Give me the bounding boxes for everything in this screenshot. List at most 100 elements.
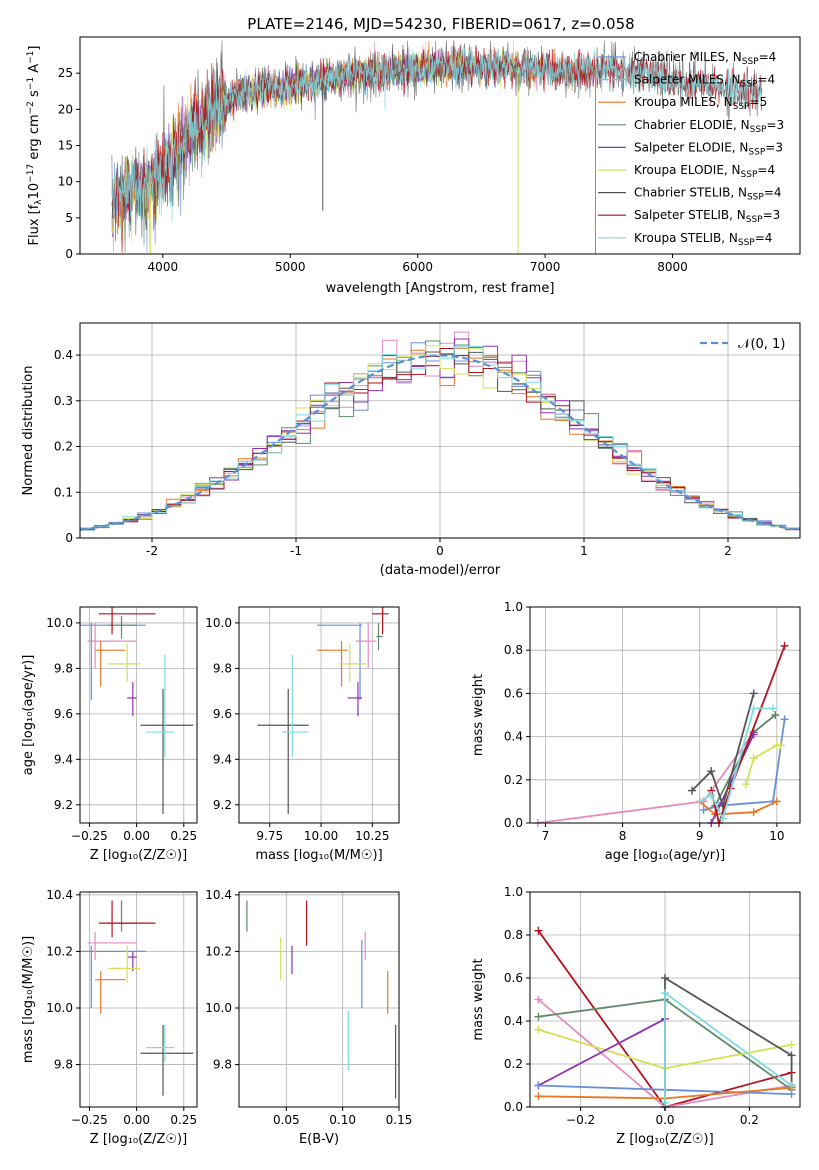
y-axis-label-part: −1 xyxy=(26,51,36,64)
y-axis-label-part: A xyxy=(27,64,42,77)
y-axis-label-part: ] xyxy=(27,46,42,51)
x-tick-label: −0.25 xyxy=(71,1113,108,1127)
line-kroupa_miles xyxy=(699,800,778,816)
y-tick-label: 0.0 xyxy=(504,1100,523,1114)
y-tick-label: 9.4 xyxy=(54,752,73,766)
line-salpeter_elodie xyxy=(537,1018,666,1087)
normal-curve xyxy=(79,354,801,532)
y-axis-label: mass weight xyxy=(471,958,486,1040)
y-axis-label-part: −2 xyxy=(26,101,36,114)
mass-vs-ebv-panel: 0.05 0.10 0.15 9.8 10.0 10.2 10.4 E(B-V) xyxy=(205,888,412,1147)
y-tick-label: 0.8 xyxy=(504,643,523,657)
y-tick-label: 10.4 xyxy=(46,888,73,902)
x-tick-label: −0.2 xyxy=(566,1113,595,1127)
legend-label-tail: =4 xyxy=(764,186,782,200)
x-axis-label: age [log₁₀(age/yr)] xyxy=(605,848,726,863)
legend-label-text: Salpeter ELODIE, N xyxy=(634,140,748,154)
legend-label-text: Kroupa STELIB, N xyxy=(634,231,738,245)
legend-label-text: Kroupa MILES, N xyxy=(634,95,733,109)
y-axis-label-part: λ xyxy=(34,199,44,205)
legend-label-text: Salpeter STELIB, N xyxy=(634,208,746,222)
y-tick-label: 0 xyxy=(65,531,73,545)
x-axis-label: Z [log₁₀(Z/Z☉)] xyxy=(616,1132,713,1147)
y-tick-label: 10.0 xyxy=(205,1001,232,1015)
y-tick-label: 20 xyxy=(58,102,73,116)
y-tick-label: 25 xyxy=(58,66,73,80)
x-tick-label: 0.00 xyxy=(123,1113,150,1127)
x-tick-label: 10 xyxy=(769,829,784,843)
y-tick-label: 0.4 xyxy=(54,348,73,362)
legend-label-tail: =4 xyxy=(757,73,775,87)
legend-label-tail: =5 xyxy=(750,95,768,109)
legend-label: Chabrier STELIB, NSSP=4 xyxy=(634,186,782,203)
legend-label: Kroupa STELIB, NSSP=4 xyxy=(634,231,772,248)
legend-label: Chabrier ELODIE, NSSP=3 xyxy=(634,118,784,135)
legend-label-sub: SSP xyxy=(750,125,767,135)
x-tick-label: 10.00 xyxy=(304,829,338,843)
y-axis-label-part: Flux [f xyxy=(27,204,42,245)
line-chabrier_miles xyxy=(703,719,786,811)
y-tick-label: 0.6 xyxy=(504,686,523,700)
x-tick-label: -1 xyxy=(290,544,302,558)
x-axis-label: Z [log₁₀(Z/Z☉)] xyxy=(90,848,187,863)
x-tick-label: 0.25 xyxy=(170,1113,197,1127)
age-vs-metallicity-marks xyxy=(80,607,194,814)
legend-label: 𝒩(0, 1) xyxy=(738,337,785,352)
x-tick-label: 1 xyxy=(580,544,588,558)
spectrum-panel: 4000 5000 6000 7000 8000 0 5 10 15 20 25 wavelength… xyxy=(26,36,801,296)
mass-vs-metallicity-panel: −0.25 0.00 0.25 9.8 10.0 10.2 10.4 Z [log₁₀(Z/Z… xyxy=(21,888,198,1147)
x-tick-label: 0 xyxy=(436,544,444,558)
y-tick-label: 15 xyxy=(58,139,73,153)
y-tick-label: 0.1 xyxy=(54,485,73,499)
y-tick-label: 9.2 xyxy=(54,798,73,812)
y-tick-label: 10.4 xyxy=(205,888,232,902)
x-tick-label: 0.25 xyxy=(170,829,197,843)
y-tick-label: 0.3 xyxy=(54,394,73,408)
y-tick-label: 0.2 xyxy=(54,440,73,454)
y-tick-label: 9.8 xyxy=(213,661,232,675)
x-tick-label: 10.25 xyxy=(355,829,389,843)
y-tick-label: 9.2 xyxy=(213,798,232,812)
mass-vs-metallicity-marks xyxy=(80,900,194,1096)
legend-label-sub: SSP xyxy=(747,193,764,203)
y-tick-label: 0.2 xyxy=(504,1057,523,1071)
x-tick-label: 8 xyxy=(619,829,627,843)
legend-label-sub: SSP xyxy=(733,102,750,112)
legend-label: Salpeter ELODIE, NSSP=3 xyxy=(634,140,783,157)
y-axis-label-part: erg cm xyxy=(27,114,42,163)
line-chabrier_stelib xyxy=(664,976,793,1107)
y-tick-label: 10.0 xyxy=(205,616,232,630)
x-tick-label: 4000 xyxy=(148,260,179,274)
y-tick-label: 0 xyxy=(65,247,73,261)
y-axis-label-part: −1 xyxy=(26,77,36,90)
y-axis-label: Normed distribution xyxy=(21,366,36,496)
age-vs-mass-panel: 9.75 10.00 10.25 9.2 9.4 9.6 9.8 10.0 mass [log₁… xyxy=(205,606,400,863)
x-axis-label: Z [log₁₀(Z/Z☉)] xyxy=(90,1132,187,1147)
legend-label-text: Salpeter MILES, N xyxy=(634,73,741,87)
legend-label-text: Kroupa ELODIE, N xyxy=(634,163,741,177)
axes-frame xyxy=(79,891,198,1108)
y-axis-label: mass weight xyxy=(471,674,486,756)
legend-label-tail: =3 xyxy=(763,208,781,222)
x-tick-label: 0.15 xyxy=(386,1113,413,1127)
legend-label: Salpeter MILES, NSSP=4 xyxy=(634,73,775,90)
x-tick-label: 0.00 xyxy=(123,829,150,843)
y-tick-label: 10.2 xyxy=(205,944,232,958)
x-tick-label: -2 xyxy=(146,544,158,558)
histogram-salpeter_stelib xyxy=(80,348,800,530)
figure-title: PLATE=2146, MJD=54230, FIBERID=0617, z=0… xyxy=(247,15,634,33)
y-tick-label: 0.4 xyxy=(504,1014,523,1028)
y-axis-label-part: −17 xyxy=(26,164,36,183)
legend-label-text: Chabrier STELIB, N xyxy=(634,186,747,200)
axes-frame xyxy=(529,606,801,824)
y-tick-label: 10.2 xyxy=(46,944,73,958)
x-tick-label: 0.2 xyxy=(740,1113,759,1127)
spectrum-line-kroupa_stelib xyxy=(111,45,763,232)
y-tick-label: 10.0 xyxy=(46,1001,73,1015)
x-tick-label: 7 xyxy=(542,829,550,843)
age-vs-mass-marks xyxy=(257,607,389,814)
legend-label-tail: =4 xyxy=(757,163,775,177)
x-axis-label: mass [log₁₀(M/M☉)] xyxy=(255,848,382,863)
histogram-panel: -2 -1 0 1 2 0 0.1 0.2 0.3 0.4 (data-model)/error No… xyxy=(21,322,801,578)
y-tick-label: 0.0 xyxy=(504,816,523,830)
